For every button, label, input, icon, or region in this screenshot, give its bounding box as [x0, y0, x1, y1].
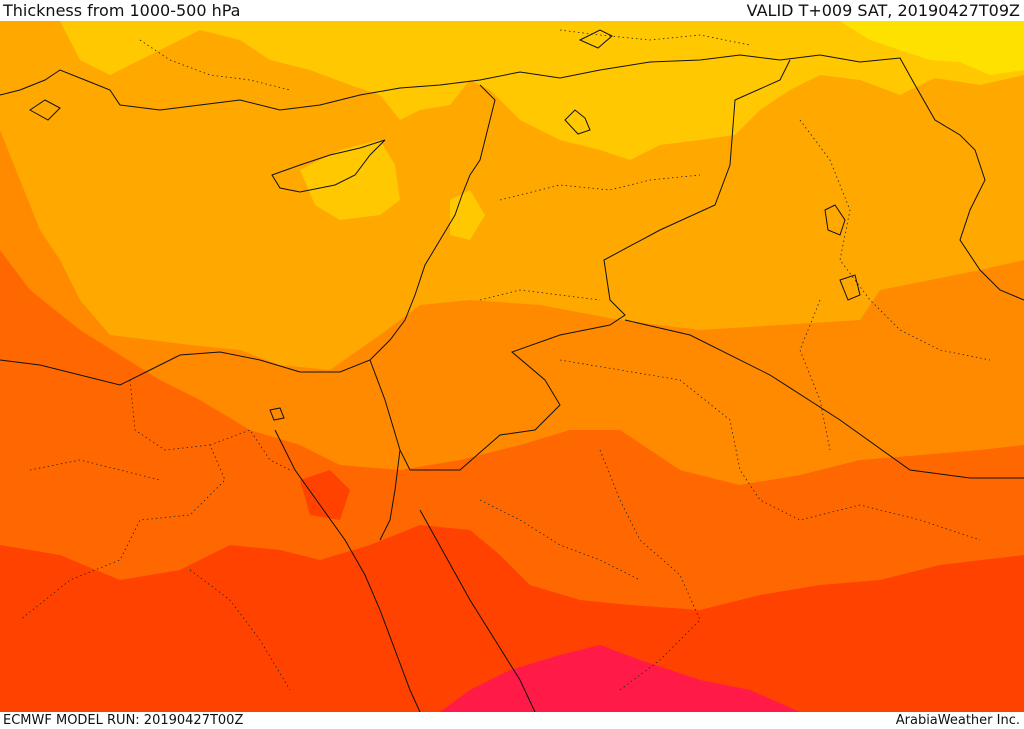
coastlines — [0, 54, 1024, 712]
field-band-6-redsea — [300, 470, 350, 520]
footer-bar: ECMWF MODEL RUN: 20190427T00Z ArabiaWeat… — [0, 712, 1024, 729]
field-band-7 — [440, 645, 800, 712]
field-band-2-levant — [450, 190, 485, 240]
water-bodies — [29, 29, 861, 421]
thickness-map — [0, 21, 1024, 712]
field-band-2-cyprus — [300, 140, 400, 220]
field-band-2 — [60, 21, 1024, 160]
admin-borders — [19, 29, 991, 691]
model-run: ECMWF MODEL RUN: 20190427T00Z — [3, 713, 244, 728]
map-title: Thickness from 1000-500 hPa — [3, 1, 241, 20]
field-band-3 — [0, 21, 1024, 370]
field-band-6 — [0, 525, 1024, 712]
valid-time: VALID T+009 SAT, 20190427T09Z — [746, 1, 1020, 20]
header-bar: Thickness from 1000-500 hPa VALID T+009 … — [0, 0, 1024, 21]
credit-label: ArabiaWeather Inc. — [895, 713, 1020, 728]
field-band-1 — [840, 21, 1024, 75]
